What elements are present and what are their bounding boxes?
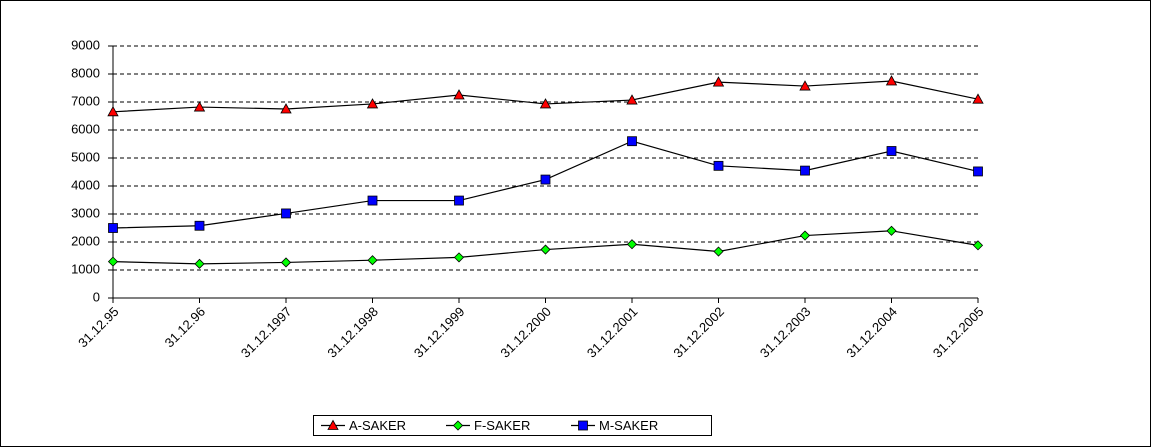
legend-label: F-SAKER [474,418,530,433]
marker [107,105,119,117]
marker [452,420,464,431]
marker [578,420,588,431]
marker [972,93,984,104]
marker [194,258,205,269]
y-tick-label: 3000 [71,205,100,220]
marker [540,244,551,255]
y-tick-label: 1000 [71,261,100,276]
marker [367,195,378,206]
marker [193,101,206,112]
marker [973,166,983,177]
marker [713,160,724,171]
marker [367,255,378,266]
y-tick-label: 5000 [71,149,100,164]
marker [885,75,898,86]
marker [540,174,551,185]
legend-label: A-SAKER [349,418,406,433]
marker [712,76,725,87]
marker [539,98,552,109]
y-tick-label: 4000 [71,177,100,192]
marker [280,103,292,114]
marker [713,246,724,257]
marker [107,256,119,267]
marker [800,165,810,176]
marker [454,195,464,206]
y-tick-label: 7000 [71,93,100,108]
marker [626,239,638,250]
y-tick-label: 2000 [71,233,100,248]
marker [799,80,811,91]
legend-box [313,415,712,436]
y-tick-label: 6000 [71,121,100,136]
y-tick-label: 8000 [71,65,100,80]
marker [886,146,897,156]
marker [886,225,897,236]
y-tick-label: 9000 [71,37,100,52]
legend-label: M-SAKER [599,418,658,433]
marker [799,230,811,241]
marker [453,89,465,100]
marker [626,94,638,105]
marker [453,252,465,263]
marker [627,136,637,147]
marker [108,223,118,233]
marker [194,220,205,231]
y-tick-label: 0 [93,289,100,304]
marker [366,98,379,109]
marker [972,240,984,251]
marker [327,419,339,430]
marker [280,257,292,268]
marker [281,208,291,219]
